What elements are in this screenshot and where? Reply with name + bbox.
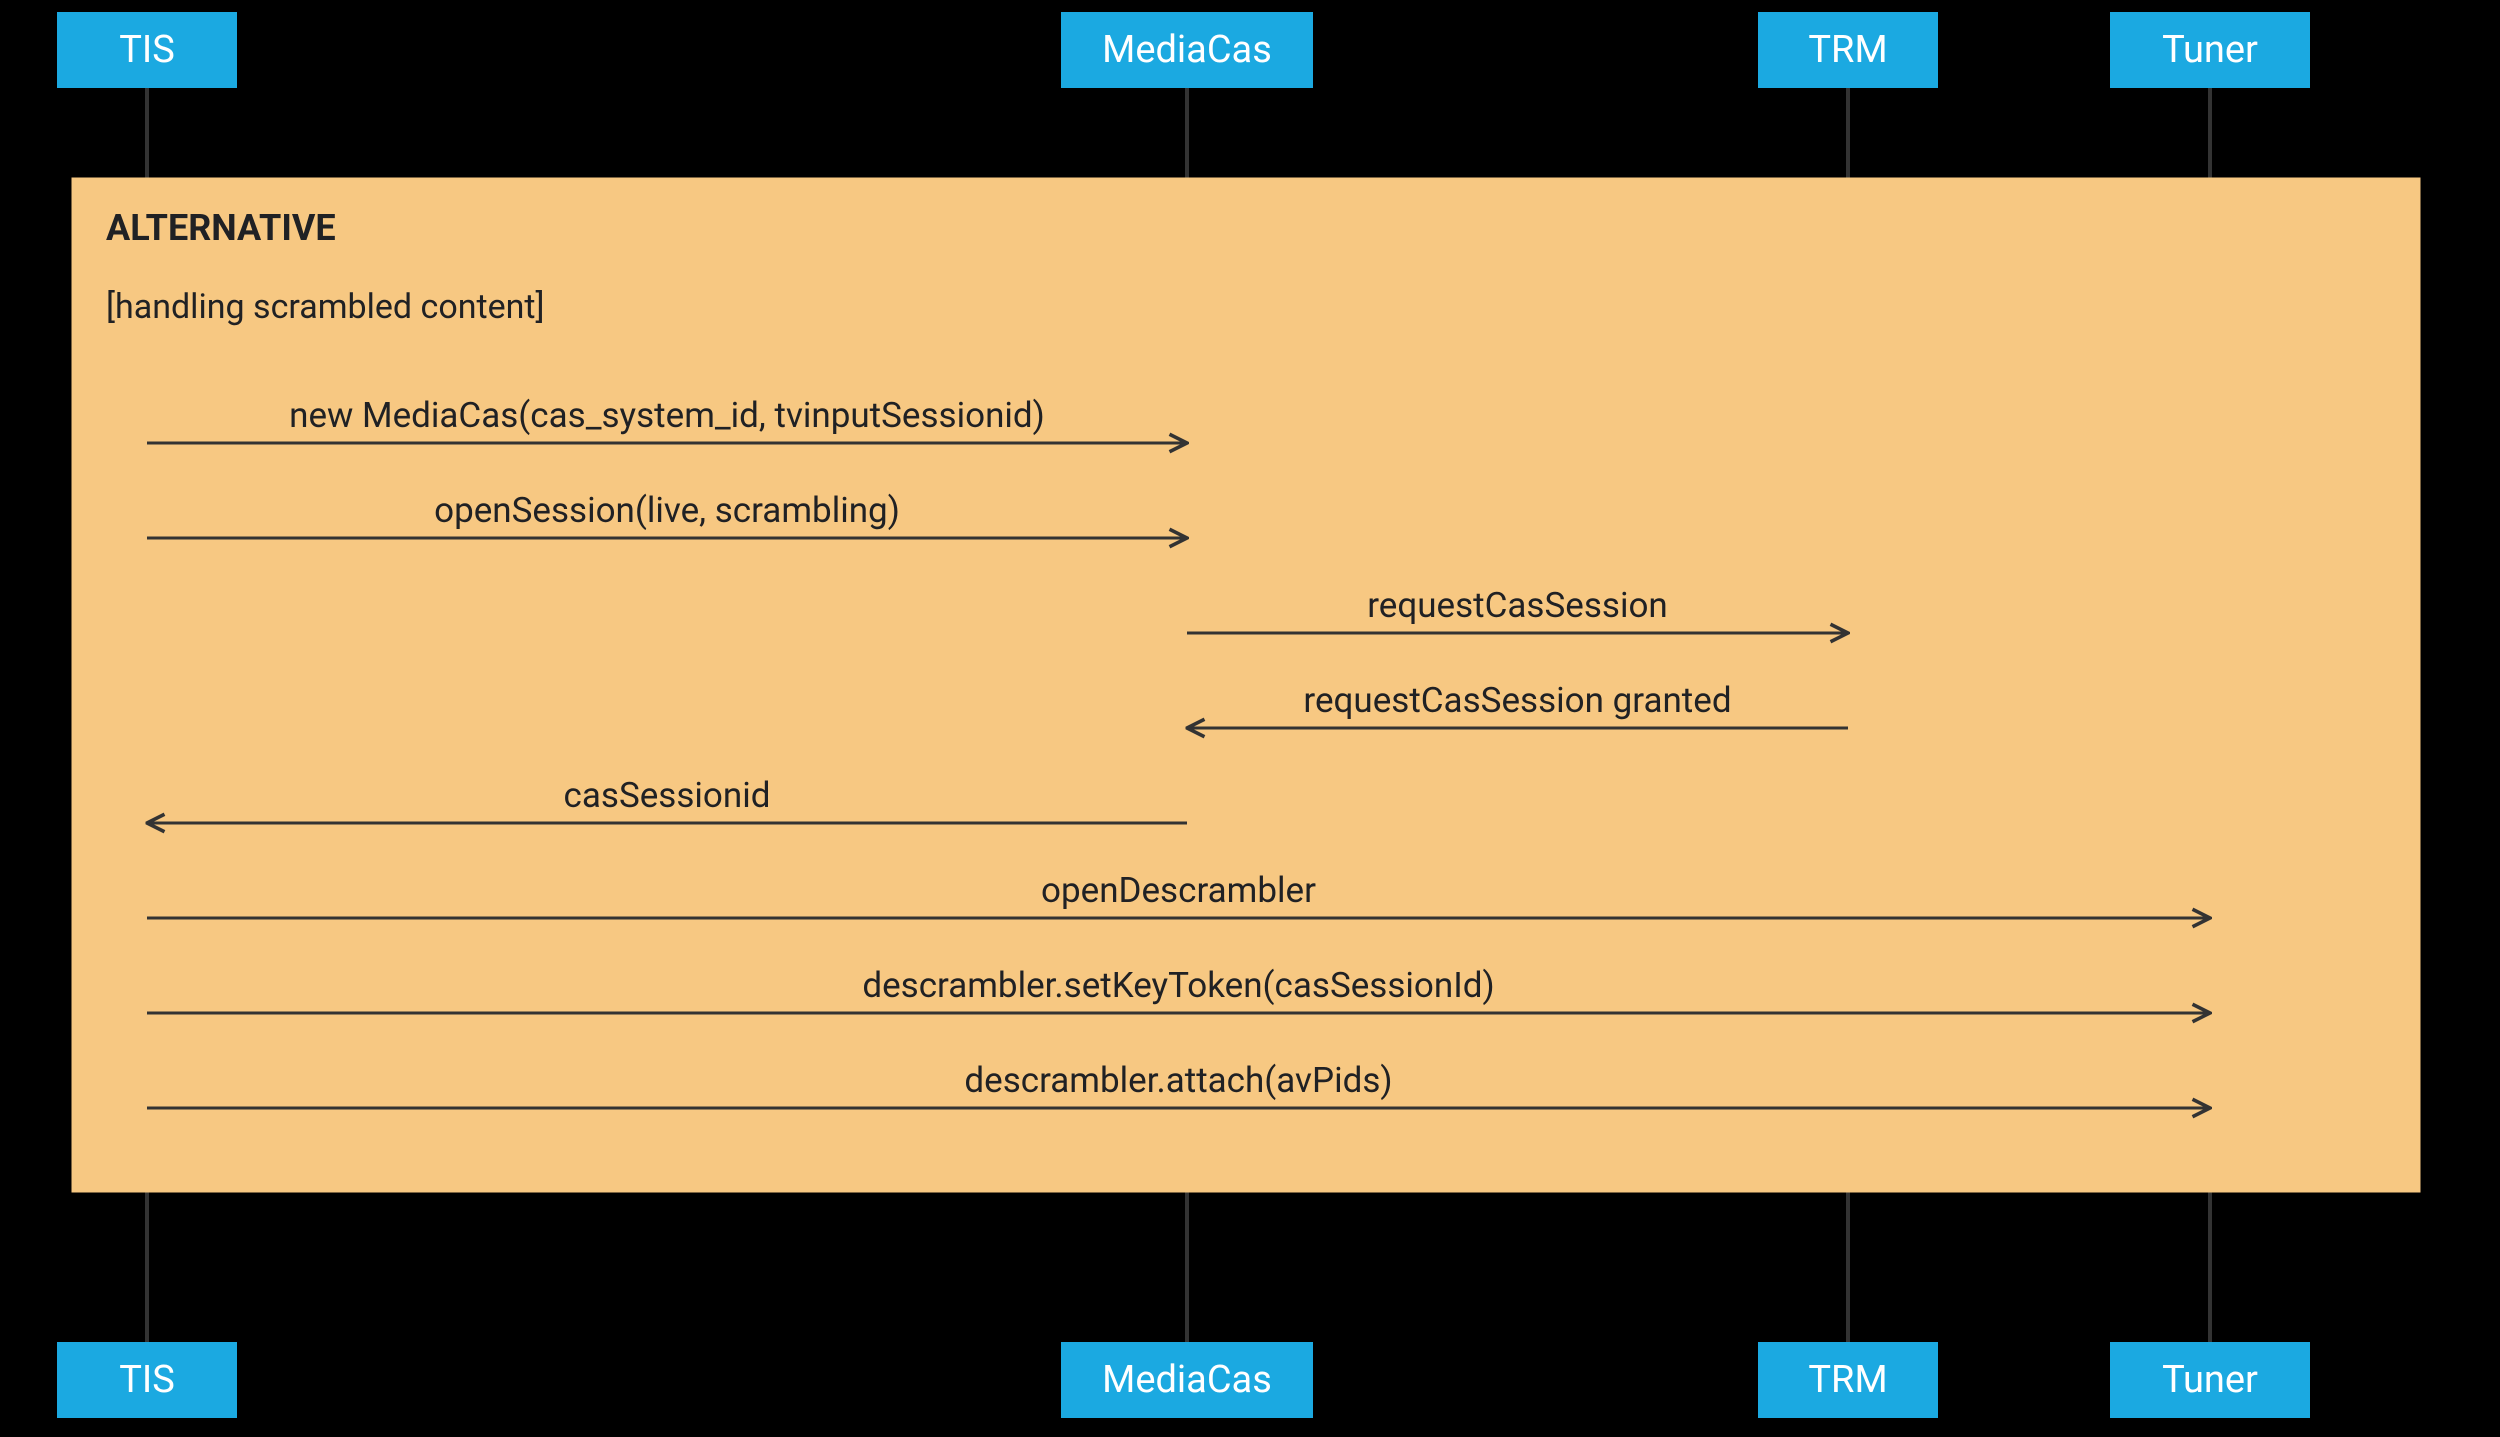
message-label-5: openDescrambler (1041, 870, 1316, 911)
participant-label-tuner-bottom: Tuner (2162, 1358, 2258, 1402)
alt-fragment-title: ALTERNATIVE (106, 207, 336, 249)
sequence-diagram: ALTERNATIVE [handling scrambled content] T… (0, 0, 2500, 1437)
message-label-2: requestCasSession (1367, 585, 1668, 626)
participant-label-trm-top: TRM (1808, 28, 1887, 72)
participant-label-tis-top: TIS (119, 28, 175, 72)
participant-label-mediacas-bottom: MediaCas (1102, 1358, 1272, 1402)
message-label-7: descrambler.attach(avPids) (964, 1060, 1392, 1101)
participant-label-mediacas-top: MediaCas (1102, 28, 1272, 72)
message-label-6: descrambler.setKeyToken(casSessionId) (862, 965, 1494, 1006)
alt-fragment-box (72, 178, 2420, 1192)
message-label-4: casSessionid (564, 775, 771, 816)
alt-fragment-condition: [handling scrambled content] (106, 287, 545, 327)
participant-label-trm-bottom: TRM (1808, 1358, 1887, 1402)
message-label-0: new MediaCas(cas_system_id, tvinputSessi… (289, 395, 1045, 436)
participant-label-tis-bottom: TIS (119, 1358, 175, 1402)
participant-label-tuner-top: Tuner (2162, 28, 2258, 72)
message-label-3: requestCasSession granted (1303, 680, 1731, 721)
message-label-1: openSession(live, scrambling) (434, 490, 900, 531)
